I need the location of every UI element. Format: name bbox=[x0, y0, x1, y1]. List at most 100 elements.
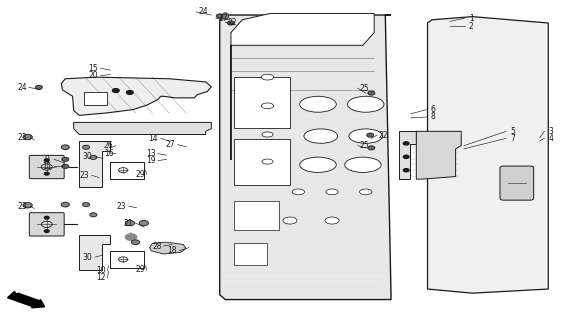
Text: 23: 23 bbox=[17, 132, 27, 141]
Ellipse shape bbox=[360, 189, 372, 195]
Text: 19: 19 bbox=[146, 156, 156, 165]
Circle shape bbox=[403, 169, 409, 172]
Text: FR.: FR. bbox=[14, 286, 30, 295]
FancyBboxPatch shape bbox=[29, 155, 64, 179]
Circle shape bbox=[403, 142, 409, 145]
Circle shape bbox=[368, 91, 375, 95]
Ellipse shape bbox=[222, 13, 229, 19]
Polygon shape bbox=[150, 242, 186, 254]
Ellipse shape bbox=[262, 159, 273, 164]
Circle shape bbox=[23, 134, 32, 140]
Ellipse shape bbox=[261, 103, 274, 109]
Bar bbox=[110, 251, 144, 268]
Text: 15: 15 bbox=[88, 64, 98, 73]
Text: 11: 11 bbox=[42, 162, 51, 171]
Text: 29: 29 bbox=[135, 265, 145, 275]
Text: 23: 23 bbox=[17, 202, 27, 211]
FancyBboxPatch shape bbox=[500, 166, 534, 200]
Text: 13: 13 bbox=[146, 149, 156, 158]
Circle shape bbox=[140, 220, 149, 226]
Text: 14: 14 bbox=[149, 134, 158, 143]
Circle shape bbox=[61, 202, 69, 207]
Circle shape bbox=[83, 145, 90, 149]
Polygon shape bbox=[220, 15, 391, 300]
Ellipse shape bbox=[283, 217, 297, 224]
Ellipse shape bbox=[300, 157, 336, 172]
Text: 22: 22 bbox=[227, 18, 237, 27]
Text: 18: 18 bbox=[167, 246, 177, 255]
Text: 23: 23 bbox=[117, 202, 126, 211]
Circle shape bbox=[127, 91, 133, 94]
Ellipse shape bbox=[262, 132, 273, 137]
FancyBboxPatch shape bbox=[29, 213, 64, 236]
Circle shape bbox=[44, 172, 49, 175]
Polygon shape bbox=[399, 131, 416, 179]
Circle shape bbox=[227, 21, 234, 25]
Circle shape bbox=[23, 203, 32, 208]
Circle shape bbox=[368, 146, 375, 150]
Text: 1: 1 bbox=[469, 14, 473, 23]
Circle shape bbox=[132, 240, 140, 244]
Circle shape bbox=[113, 89, 119, 92]
Ellipse shape bbox=[326, 189, 338, 195]
Circle shape bbox=[44, 216, 49, 219]
Bar bbox=[110, 162, 144, 179]
Bar bbox=[234, 139, 290, 186]
Bar bbox=[84, 92, 108, 105]
Text: 23: 23 bbox=[79, 171, 88, 180]
Circle shape bbox=[90, 156, 97, 159]
Circle shape bbox=[35, 85, 42, 89]
Polygon shape bbox=[427, 17, 548, 293]
Text: 17: 17 bbox=[218, 14, 227, 23]
Text: 22: 22 bbox=[379, 131, 388, 140]
Text: 21: 21 bbox=[124, 219, 133, 228]
Bar bbox=[234, 201, 279, 230]
Text: 24: 24 bbox=[17, 83, 27, 92]
Text: 29: 29 bbox=[135, 170, 145, 179]
Polygon shape bbox=[416, 131, 461, 179]
Text: 28: 28 bbox=[152, 242, 162, 251]
Circle shape bbox=[62, 164, 69, 168]
Text: 26: 26 bbox=[104, 141, 113, 150]
Circle shape bbox=[61, 145, 69, 149]
Ellipse shape bbox=[261, 74, 274, 80]
Bar bbox=[234, 77, 290, 128]
Circle shape bbox=[403, 155, 409, 158]
Ellipse shape bbox=[292, 189, 305, 195]
Text: 5: 5 bbox=[511, 127, 515, 136]
Text: 25: 25 bbox=[360, 84, 369, 93]
FancyArrow shape bbox=[7, 292, 44, 308]
Text: 25: 25 bbox=[360, 141, 369, 150]
Circle shape bbox=[44, 159, 49, 162]
Text: 24: 24 bbox=[198, 7, 208, 16]
Text: 8: 8 bbox=[431, 113, 436, 122]
Circle shape bbox=[90, 213, 97, 217]
Text: 30: 30 bbox=[83, 253, 93, 262]
Circle shape bbox=[126, 220, 135, 226]
Text: 27: 27 bbox=[166, 140, 175, 149]
Text: 4: 4 bbox=[548, 134, 553, 143]
Polygon shape bbox=[79, 141, 110, 187]
Ellipse shape bbox=[300, 96, 336, 112]
Ellipse shape bbox=[349, 129, 383, 143]
Ellipse shape bbox=[347, 96, 384, 112]
Text: 2: 2 bbox=[469, 22, 473, 31]
Ellipse shape bbox=[304, 129, 338, 143]
Circle shape bbox=[62, 157, 69, 161]
Circle shape bbox=[367, 133, 374, 137]
Text: 7: 7 bbox=[511, 134, 515, 143]
Circle shape bbox=[126, 234, 137, 240]
Bar bbox=[234, 243, 267, 265]
Text: 3: 3 bbox=[548, 127, 553, 136]
Polygon shape bbox=[74, 123, 211, 134]
Text: 20: 20 bbox=[88, 71, 98, 80]
Text: 10: 10 bbox=[96, 266, 105, 276]
Polygon shape bbox=[61, 77, 211, 116]
Ellipse shape bbox=[345, 157, 381, 172]
Text: 9: 9 bbox=[44, 155, 49, 164]
Text: 30: 30 bbox=[83, 152, 93, 161]
Text: 6: 6 bbox=[431, 105, 436, 114]
Text: 16: 16 bbox=[104, 149, 113, 158]
Circle shape bbox=[216, 14, 223, 18]
Text: 12: 12 bbox=[96, 273, 105, 282]
